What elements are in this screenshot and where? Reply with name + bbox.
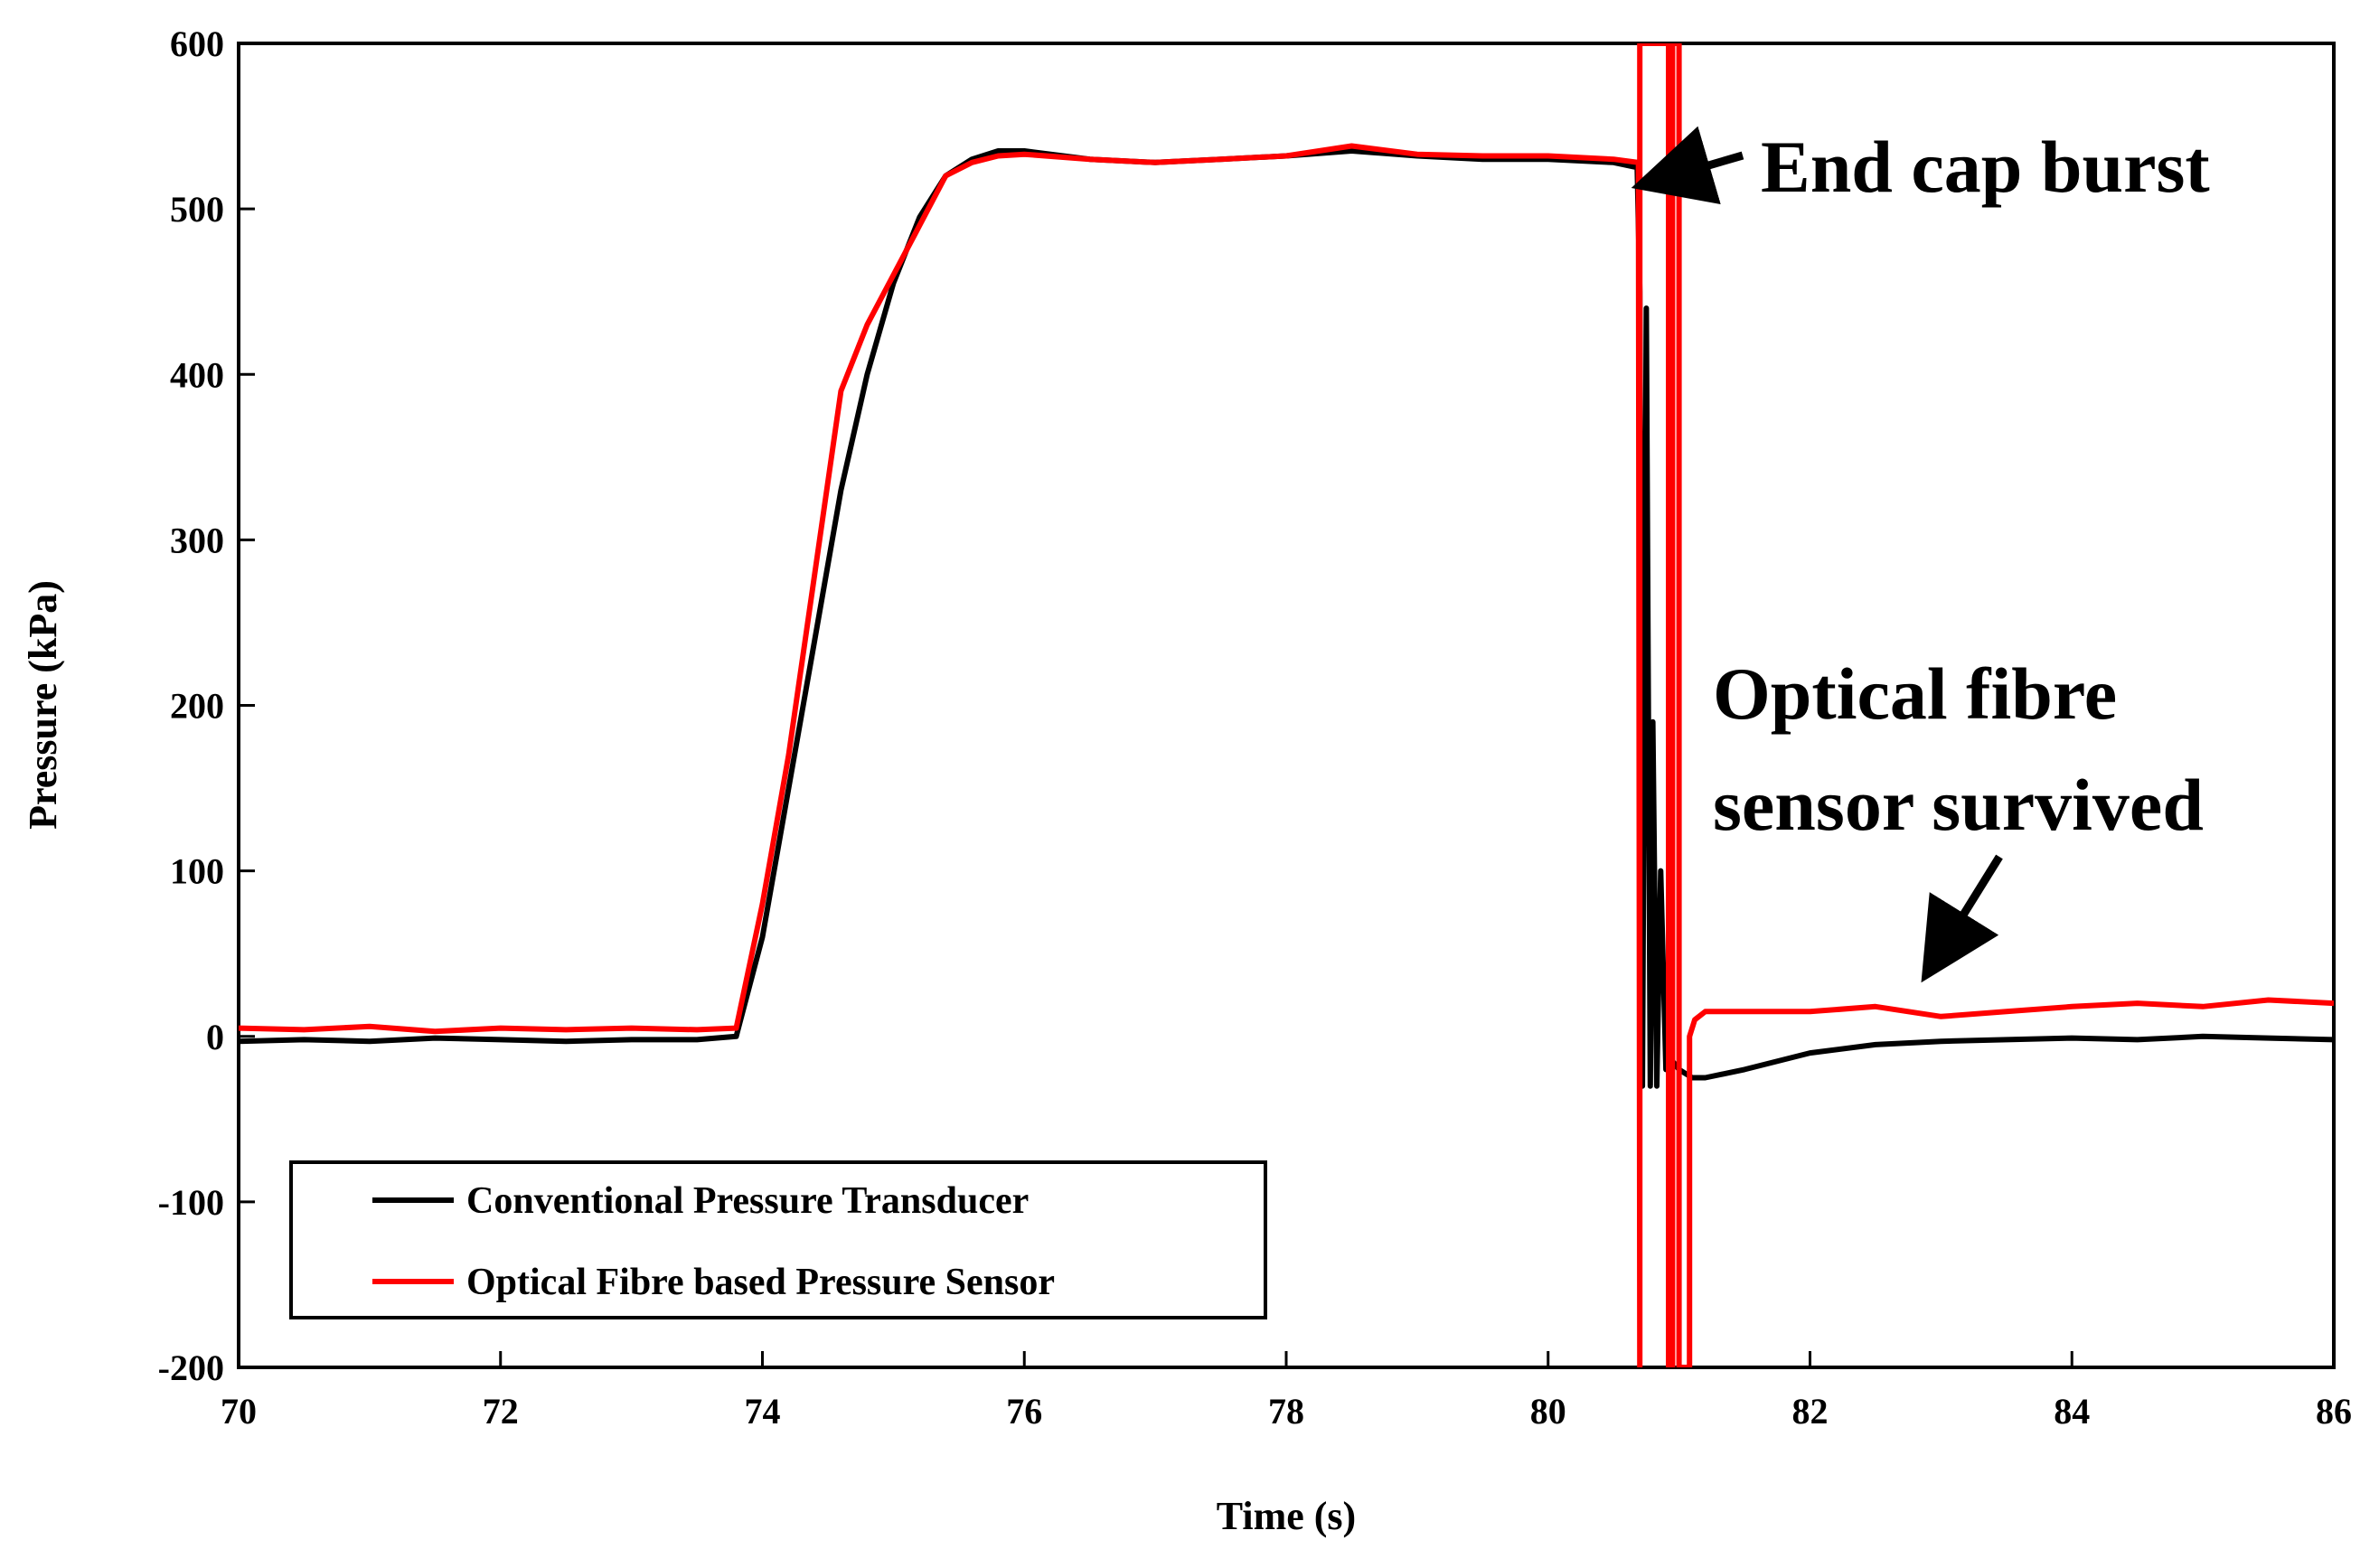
- y-tick-label: 600: [170, 23, 224, 64]
- annotation-sensor-survived: sensor survived: [1713, 764, 2204, 846]
- y-tick-label: 200: [170, 686, 224, 727]
- y-tick-label: 400: [170, 354, 224, 395]
- y-tick-label: 0: [206, 1017, 224, 1057]
- y-tick-label: 100: [170, 851, 224, 892]
- annotation-arrow-survived: [1921, 854, 2003, 983]
- x-tick-label: 82: [1792, 1391, 1829, 1432]
- y-tick-label: -100: [158, 1182, 224, 1223]
- x-tick-label: 70: [221, 1391, 257, 1432]
- y-axis-title: Pressure (kPa): [21, 580, 65, 830]
- x-tick-label: 84: [2054, 1391, 2090, 1432]
- annotation-arrow-end-cap: [1631, 126, 1744, 204]
- x-tick-label: 74: [745, 1391, 781, 1432]
- annotation-end-cap-burst: End cap burst: [1761, 126, 2210, 208]
- x-tick-label: 76: [1006, 1391, 1042, 1432]
- series-line-conventional: [239, 148, 2334, 1089]
- y-tick-label: 500: [170, 189, 224, 230]
- y-tick-label: 300: [170, 520, 224, 560]
- y-tick-label: -200: [158, 1347, 224, 1388]
- axis-ticks: 70 72 74 76 78 80 82 84 86 600 500 400 300 200 100 0 -10…: [158, 23, 2352, 1432]
- series-line-optical: [239, 43, 2334, 1367]
- x-tick-label: 86: [2316, 1391, 2352, 1432]
- legend-box: [289, 1160, 1267, 1319]
- x-axis-title: Time (s): [1217, 1494, 1356, 1538]
- x-tick-label: 78: [1268, 1391, 1304, 1432]
- legend-label-conventional: Conventional Pressure Transducer: [466, 1180, 1029, 1222]
- x-tick-label: 80: [1530, 1391, 1566, 1432]
- legend-label-optical: Optical Fibre based Pressure Sensor: [466, 1262, 1055, 1303]
- annotation-optical-fibre: Optical fibre: [1713, 653, 2117, 735]
- series-group: [239, 43, 2334, 1367]
- legend: Conventional Pressure Transducer Optical…: [289, 1160, 1267, 1319]
- annotations: End cap burst Optical fibre sensor survi…: [1631, 126, 2210, 983]
- x-tick-label: 72: [483, 1391, 519, 1432]
